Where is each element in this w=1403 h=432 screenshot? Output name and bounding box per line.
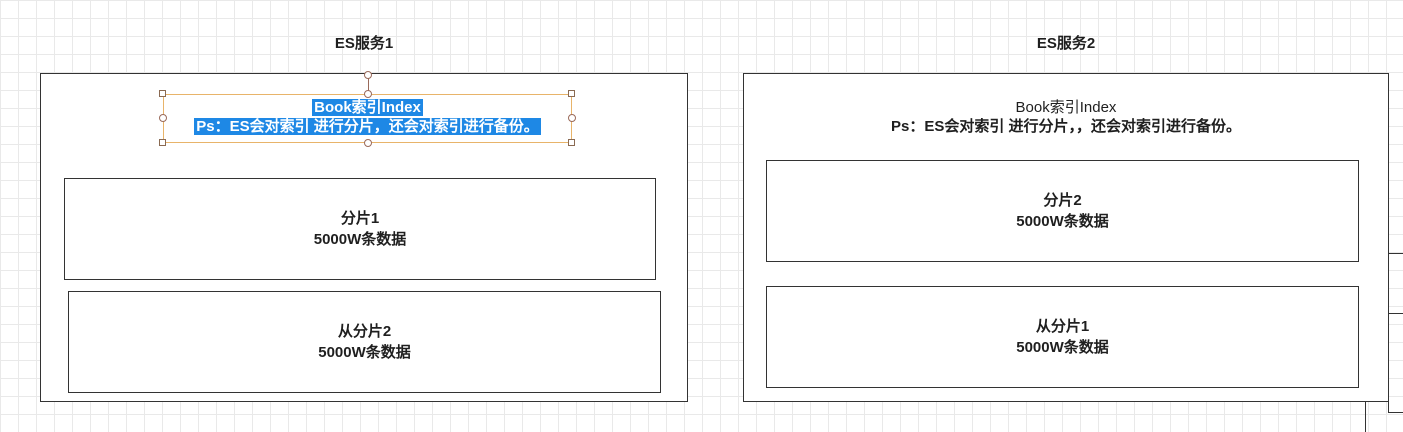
resize-handle-right[interactable]: [568, 114, 576, 122]
index-note: Ps：ES会对索引 进行分片，，还会对索引进行备份。: [890, 118, 1242, 135]
shard-name: 从分片2: [337, 323, 392, 340]
shard-detail: 5000W条数据: [1016, 339, 1109, 356]
resize-handle-bottom[interactable]: [364, 139, 372, 147]
shard-box[interactable]: 分片2 5000W条数据: [766, 160, 1359, 262]
offscreen-shape-edge: [1389, 253, 1403, 254]
index-note: Ps：ES会对索引 进行分片，还会对索引进行备份。: [194, 118, 541, 135]
shard-box[interactable]: 分片1 5000W条数据: [64, 178, 656, 280]
shard-name: 从分片1: [1035, 318, 1090, 335]
replica-shard-box[interactable]: 从分片2 5000W条数据: [68, 291, 661, 393]
resize-handle-left[interactable]: [159, 114, 167, 122]
server-1-title[interactable]: ES服务1: [334, 35, 394, 52]
shard-detail: 5000W条数据: [318, 344, 411, 361]
resize-handle-bottom-left[interactable]: [159, 139, 166, 146]
resize-handle-bottom-right[interactable]: [568, 139, 575, 146]
resize-handle-top-right[interactable]: [568, 90, 575, 97]
server-1-index-label[interactable]: Book索引Index Ps：ES会对索引 进行分片，还会对索引进行备份。: [163, 98, 572, 136]
offscreen-shape-edge: [1365, 402, 1366, 432]
server-2-title[interactable]: ES服务2: [1036, 35, 1096, 52]
offscreen-shape-edge: [1389, 313, 1403, 314]
index-title: Book索引Index: [312, 99, 423, 116]
index-title: Book索引Index: [1015, 99, 1117, 116]
shard-detail: 5000W条数据: [313, 231, 407, 248]
shard-name: 分片2: [1043, 192, 1082, 209]
shard-detail: 5000W条数据: [1016, 213, 1109, 230]
resize-handle-top[interactable]: [364, 90, 372, 98]
rotate-handle-stem: [368, 78, 369, 91]
offscreen-shape-edge: [1388, 73, 1389, 413]
shard-name: 分片1: [340, 210, 380, 227]
resize-handle-top-left[interactable]: [159, 90, 166, 97]
rotate-handle[interactable]: [364, 71, 372, 79]
offscreen-shape-edge: [1389, 412, 1403, 413]
replica-shard-box[interactable]: 从分片1 5000W条数据: [766, 286, 1359, 388]
server-2-index-label[interactable]: Book索引Index Ps：ES会对索引 进行分片，，还会对索引进行备份。: [743, 98, 1389, 136]
